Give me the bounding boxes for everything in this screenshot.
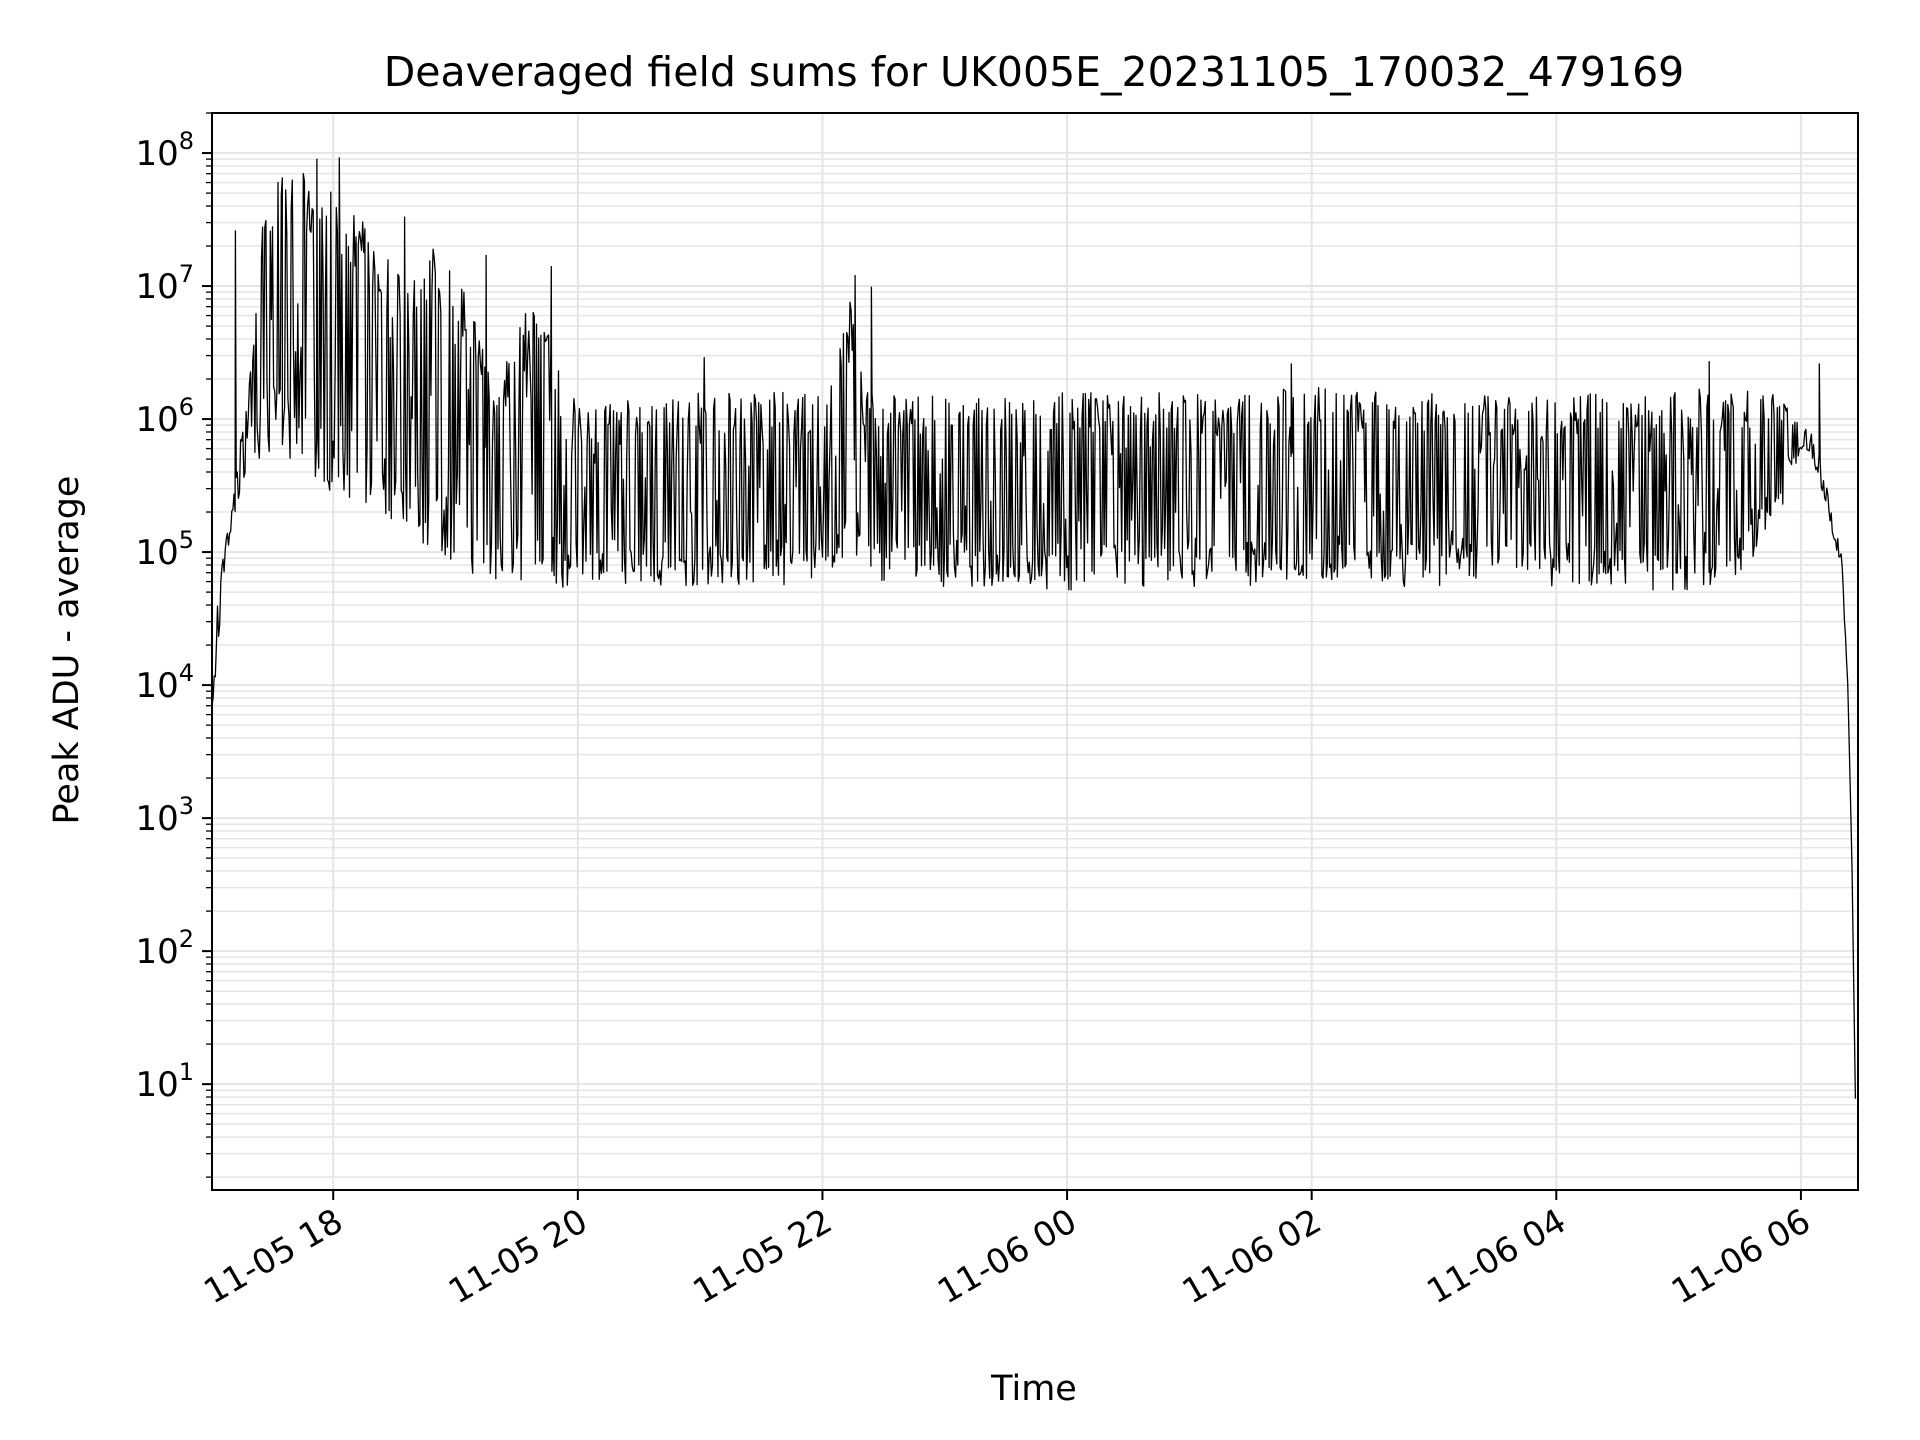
y-tick-label: 102	[135, 925, 194, 972]
chart-title: Deaveraged field sums for UK005E_2023110…	[384, 48, 1685, 96]
x-axis-label: Time	[990, 1369, 1077, 1409]
y-tick-label: 107	[135, 260, 194, 307]
plot-frame	[211, 112, 1859, 1191]
y-tick-label: 108	[135, 127, 194, 174]
series-line	[211, 157, 1857, 1099]
series-layer	[211, 157, 1857, 1099]
y-axis-label: Peak ADU - average	[47, 476, 87, 825]
y-axis: 101 102 103 104 105 106 107 108	[135, 112, 212, 1178]
y-tick-label: 103	[135, 792, 194, 839]
y-tick-label: 106	[135, 393, 194, 440]
y-tick-label: 105	[135, 526, 194, 573]
y-tick-label: 104	[135, 659, 194, 706]
y-tick-label: 101	[135, 1058, 194, 1105]
